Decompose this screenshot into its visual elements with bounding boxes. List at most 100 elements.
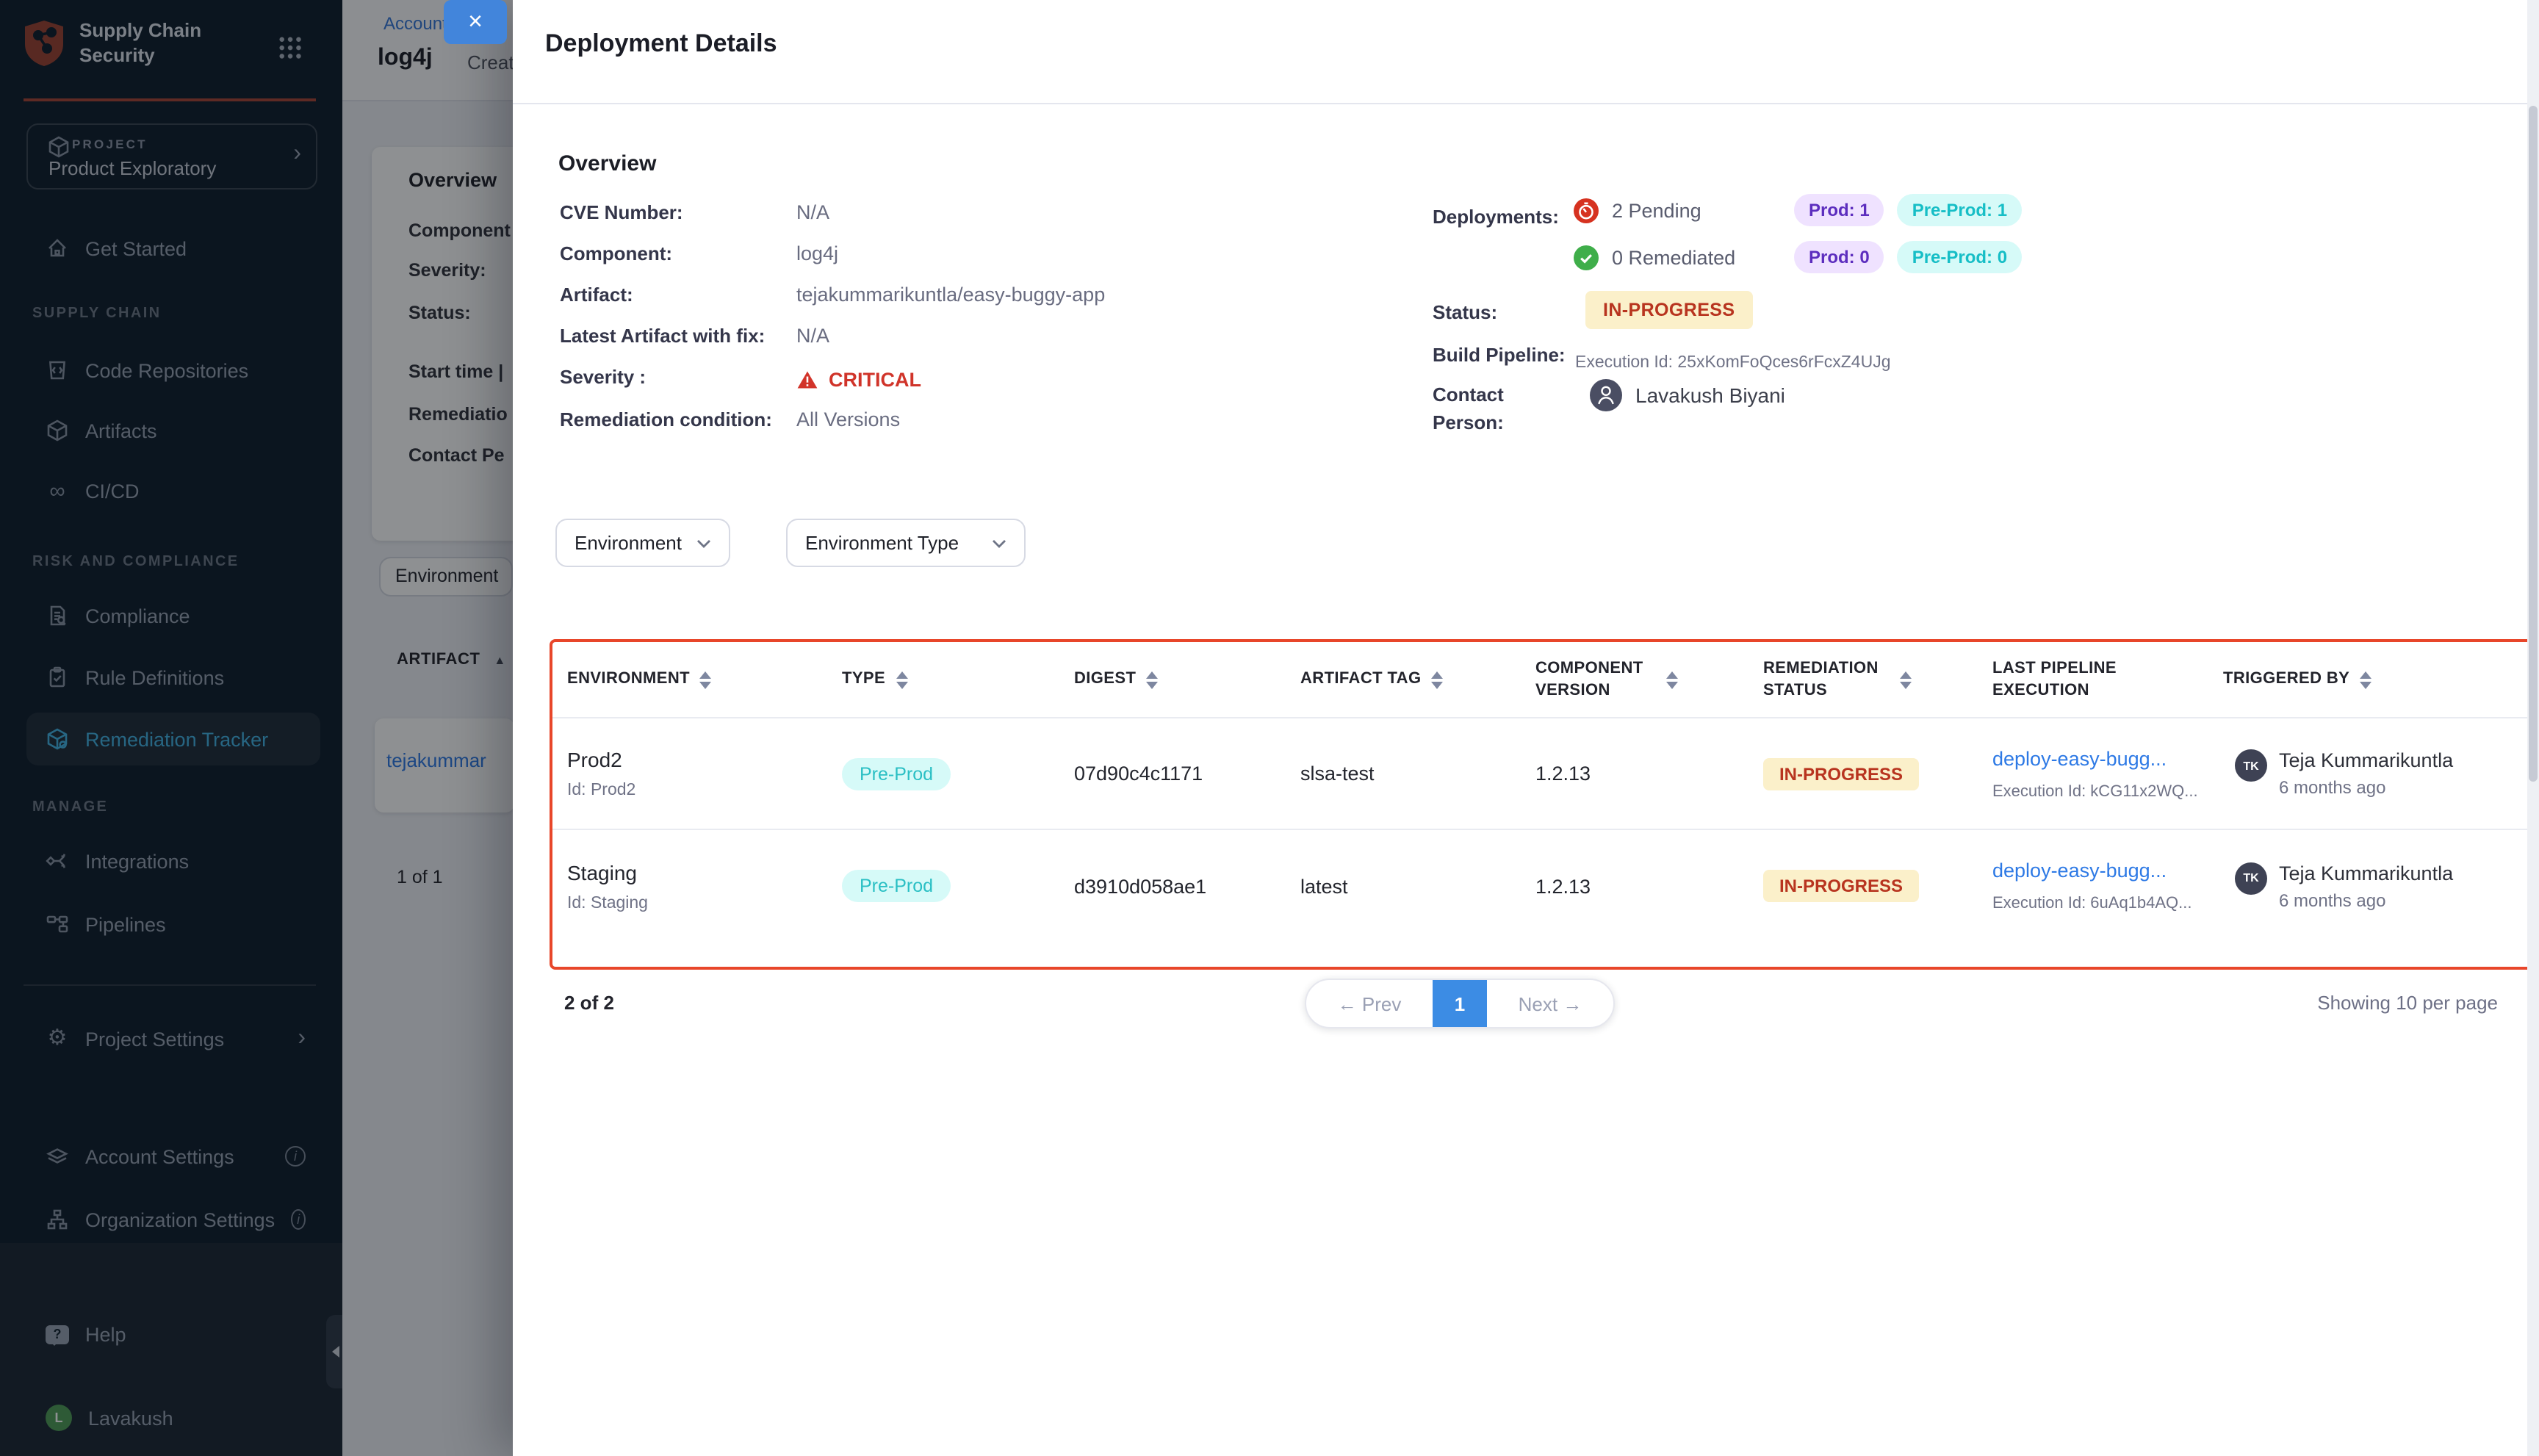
pipeline-execution-id: Execution Id: 6uAq1b4AQ...: [1992, 895, 2192, 912]
last-pipeline-cell: deploy-easy-bugg... Execution Id: 6uAq1b…: [1992, 859, 2223, 912]
sort-icon[interactable]: [1666, 671, 1678, 688]
sidebar-item-get-started[interactable]: Get Started: [26, 222, 320, 275]
info-icon: i: [291, 1209, 306, 1230]
build-pipeline-label: Build Pipeline:: [1433, 344, 1566, 366]
sort-icon[interactable]: [699, 671, 712, 688]
scrollbar-thumb[interactable]: [2529, 106, 2538, 782]
environment-filter-select[interactable]: Environment: [555, 519, 730, 567]
sidebar-item-code-repositories[interactable]: Code Repositories: [26, 344, 320, 397]
environment-type-filter-select[interactable]: Environment Type: [786, 519, 1026, 567]
column-header-type[interactable]: TYPE: [842, 668, 1074, 691]
sidebar-item-rule-definitions[interactable]: Rule Definitions: [26, 651, 320, 704]
contact-person: Lavakush Biyani: [1590, 379, 1785, 411]
digest-cell: 07d90c4c1171: [1074, 763, 1203, 785]
app-title: Supply Chain Security: [79, 19, 202, 66]
column-header-triggered-by[interactable]: TRIGGERED BY: [2223, 668, 2532, 691]
sidebar-item-pipelines[interactable]: Pipelines: [26, 898, 320, 951]
page-title-suffix: Creat: [467, 51, 514, 73]
remediated-check-icon: [1574, 245, 1599, 270]
sidebar-item-integrations[interactable]: Integrations: [26, 835, 320, 887]
column-header-remediation-status[interactable]: REMEDIATION STATUS: [1763, 657, 1992, 701]
field-row-severity: Severity : CRITICAL: [560, 366, 921, 392]
tab-overview[interactable]: Overview: [408, 169, 497, 191]
column-label: TYPE: [842, 670, 886, 688]
pipeline-link[interactable]: deploy-easy-bugg...: [1992, 747, 2167, 769]
current-page-button[interactable]: 1: [1433, 980, 1487, 1027]
column-header-digest[interactable]: DIGEST: [1074, 668, 1300, 691]
column-label: DIGEST: [1074, 670, 1137, 688]
column-label: TRIGGERED BY: [2223, 670, 2350, 688]
deployments-table: ENVIRONMENT TYPE DIGEST ARTIFACT TAG COM…: [550, 639, 2535, 970]
column-header-component-version[interactable]: COMPONENT VERSION: [1535, 657, 1763, 701]
chevron-right-icon: ›: [298, 1026, 306, 1050]
project-label: PROJECT: [72, 137, 148, 151]
column-header-environment[interactable]: ENVIRONMENT: [567, 668, 842, 691]
environment-cell: Prod2 Id: Prod2: [567, 748, 842, 799]
pagination: ← Prev 1 Next →: [1305, 979, 1615, 1028]
pipeline-execution-id: Execution Id: kCG11x2WQ...: [1992, 782, 2198, 800]
person-avatar-icon: [1590, 379, 1622, 411]
sort-icon[interactable]: [1431, 671, 1444, 688]
sidebar-item-remediation-tracker[interactable]: Remediation Tracker: [26, 713, 320, 765]
component-version-cell: 1.2.13: [1535, 875, 1591, 897]
field-label: Remediation condition:: [560, 408, 772, 430]
field-label: Artifact:: [560, 284, 633, 306]
prev-page-button[interactable]: ← Prev: [1337, 992, 1402, 1014]
triggered-by-name: Teja Kummarikuntla: [2279, 749, 2454, 771]
environment-id: Id: Staging: [567, 894, 648, 912]
column-header-last-pipeline-execution[interactable]: LAST PIPELINE EXECUTION: [1992, 657, 2223, 701]
next-page-button[interactable]: Next →: [1518, 992, 1582, 1014]
artifact-link[interactable]: tejakummar: [386, 749, 486, 771]
warning-triangle-icon: [797, 370, 818, 388]
sort-icon[interactable]: [1146, 671, 1159, 688]
artifact-tag-cell: latest: [1300, 875, 1348, 897]
sidebar-item-label: Organization Settings: [85, 1208, 275, 1230]
project-selector[interactable]: PROJECT Product Exploratory ›: [26, 123, 317, 190]
triggered-by-time: 6 months ago: [2279, 777, 2386, 798]
compliance-doc-icon: [50, 605, 66, 626]
sidebar-item-cicd[interactable]: ∞ CI/CD: [26, 464, 320, 517]
environment-type-badge: Pre-Prod: [842, 870, 951, 902]
sidebar-item-label: CI/CD: [85, 480, 140, 502]
field-label: CVE Number:: [560, 201, 683, 223]
rule-definitions-icon: [49, 666, 65, 688]
sort-icon[interactable]: [2360, 671, 2372, 688]
per-page-label: Showing 10 per page: [2317, 992, 2498, 1014]
triggered-by-cell: TK Teja Kummarikuntla 6 months ago: [2223, 862, 2532, 910]
user-name-label: Lavakush: [88, 1407, 173, 1429]
app-switcher-icon[interactable]: [278, 35, 301, 59]
field-label: Status:: [408, 303, 471, 323]
prod-count-badge: Prod: 1: [1794, 194, 1884, 226]
triggered-by-cell: TK Teja Kummarikuntla 6 months ago: [2223, 749, 2532, 798]
field-label: Remediatio: [408, 404, 508, 425]
field-row-cve: CVE Number: N/A: [560, 201, 829, 228]
organization-settings-icon: [47, 1209, 68, 1230]
section-supply-chain: SUPPLY CHAIN: [32, 306, 162, 322]
remediated-count: 0 Remediated: [1612, 246, 1736, 268]
sidebar-collapse-handle[interactable]: [326, 1315, 342, 1388]
sidebar-item-account-settings[interactable]: Account Settings i: [26, 1130, 320, 1183]
sidebar-item-project-settings[interactable]: ⚙ Project Settings ›: [26, 1012, 320, 1065]
field-value: log4j: [796, 242, 839, 264]
sidebar-item-help[interactable]: ? Help: [26, 1308, 320, 1361]
sort-icon[interactable]: [896, 671, 908, 688]
environment-name: Staging: [567, 860, 637, 884]
background-environment-filter[interactable]: Environment: [379, 557, 513, 597]
sidebar-item-compliance[interactable]: Compliance: [26, 589, 320, 642]
sidebar-item-artifacts[interactable]: Artifacts: [26, 404, 320, 457]
row-count: 2 of 2: [564, 992, 614, 1014]
sidebar-item-organization-settings[interactable]: Organization Settings i: [26, 1193, 320, 1246]
pipeline-link[interactable]: deploy-easy-bugg...: [1992, 859, 2167, 882]
severity-value: CRITICAL: [829, 368, 921, 390]
modal-title-divider: [513, 103, 2539, 104]
sidebar-item-user-profile[interactable]: L Lavakush: [26, 1391, 320, 1444]
sort-icon[interactable]: [1900, 671, 1912, 688]
column-header-artifact-tag[interactable]: ARTIFACT TAG: [1300, 668, 1535, 691]
modal-close-button[interactable]: ×: [444, 0, 507, 44]
artifact-column-header[interactable]: ARTIFACT ▲: [397, 651, 506, 668]
environment-name: Prod2: [567, 748, 622, 771]
chevron-down-icon: [993, 539, 1006, 547]
sidebar-item-label: Project Settings: [85, 1028, 225, 1050]
remediation-status-badge: IN-PROGRESS: [1763, 870, 1920, 902]
remediation-status-badge: IN-PROGRESS: [1763, 757, 1920, 790]
